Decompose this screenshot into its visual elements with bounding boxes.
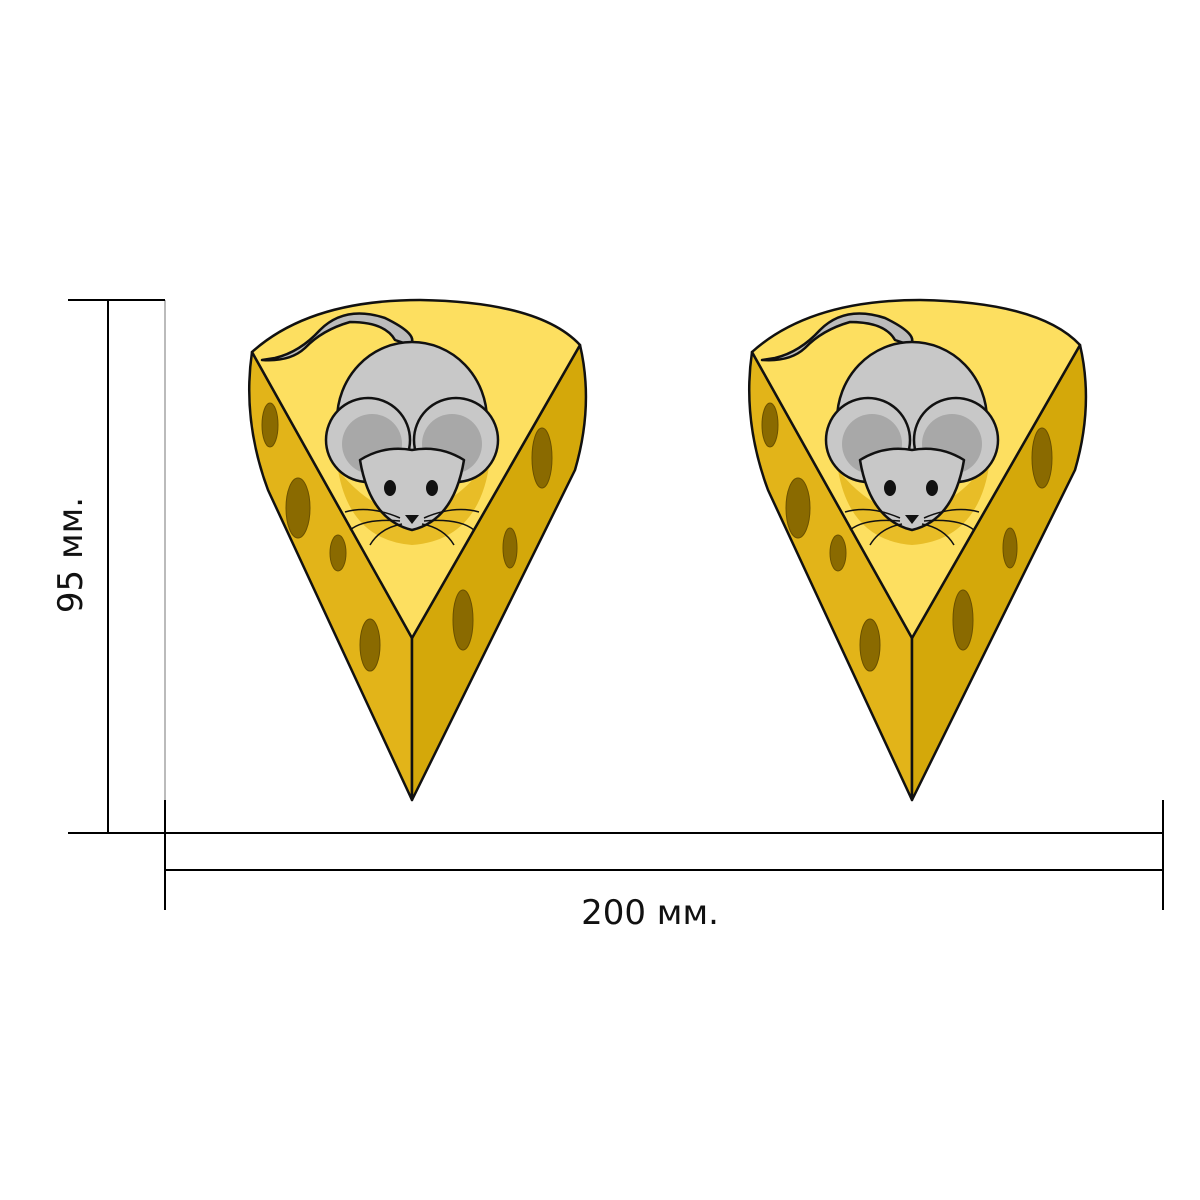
width-label: 200 мм.: [581, 893, 719, 933]
cheese-mouse: [747, 298, 1088, 802]
height-dimension: [68, 299, 166, 834]
width-dimension: [164, 800, 1164, 910]
cheese-mouse: [247, 298, 588, 802]
height-label: 95 мм.: [51, 497, 91, 613]
